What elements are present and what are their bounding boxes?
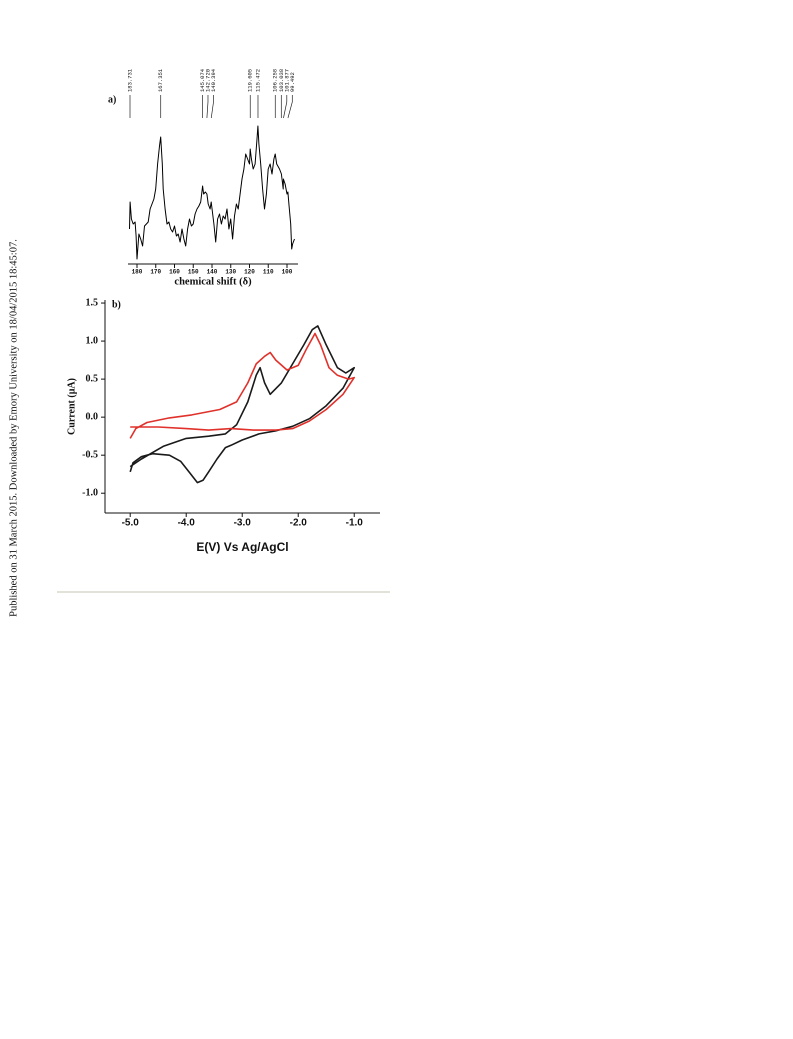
peak-label: 99.492 <box>289 72 296 92</box>
peak-label: 140.394 <box>210 68 217 92</box>
side-note: Published on 31 March 2015. Downloaded b… <box>8 239 19 617</box>
x-tick-label: 180 <box>132 269 143 276</box>
y-axis-title: Current (μA) <box>66 378 77 435</box>
x-tick-label: 100 <box>282 269 293 276</box>
peak-label: 103.038 <box>278 69 285 92</box>
peak-label: 115.472 <box>254 69 261 92</box>
peak-tick <box>210 95 214 119</box>
peak-label: 183.731 <box>126 68 133 92</box>
peak-label: 119.605 <box>247 69 254 92</box>
y-tick-label: -1.0 <box>82 488 98 499</box>
panel-label: b) <box>112 299 121 310</box>
peak-label: 101.877 <box>283 69 290 92</box>
y-tick-label: 1.0 <box>86 335 99 346</box>
peak-label: 142.720 <box>204 69 211 92</box>
x-tick-label: 140 <box>207 269 218 276</box>
x-tick-label: -2.0 <box>290 518 308 529</box>
x-tick-label: 110 <box>263 269 274 276</box>
data-line <box>129 332 356 439</box>
y-tick-label: 0.5 <box>86 373 99 384</box>
x-tick-label: -5.0 <box>122 518 140 529</box>
y-tick-label: 1.5 <box>86 297 99 308</box>
peak-tick <box>206 95 209 119</box>
peak-label: 106.258 <box>272 69 279 92</box>
x-tick-label: 150 <box>188 269 199 276</box>
x-tick-label: 130 <box>225 269 236 276</box>
data-line <box>129 325 356 484</box>
x-tick-label: -1.0 <box>346 518 364 529</box>
y-tick-label: -0.5 <box>82 449 98 460</box>
peak-tick <box>283 95 288 119</box>
x-axis-title: E(V) Vs Ag/AgCl <box>196 540 288 554</box>
x-tick-label: 160 <box>169 269 180 276</box>
x-tick-label: -4.0 <box>178 518 196 529</box>
peak-tick <box>287 95 293 119</box>
panel-label: a) <box>108 94 116 105</box>
x-tick-label: -3.0 <box>234 518 252 529</box>
x-tick-label: 170 <box>150 269 161 276</box>
x-tick-label: 120 <box>244 269 255 276</box>
y-tick-label: 0.0 <box>86 411 99 422</box>
data-line <box>129 125 295 260</box>
x-axis-title: chemical shift (δ) <box>174 276 252 287</box>
peak-label: 145.074 <box>199 68 206 92</box>
peak-label: 167.351 <box>157 68 164 92</box>
